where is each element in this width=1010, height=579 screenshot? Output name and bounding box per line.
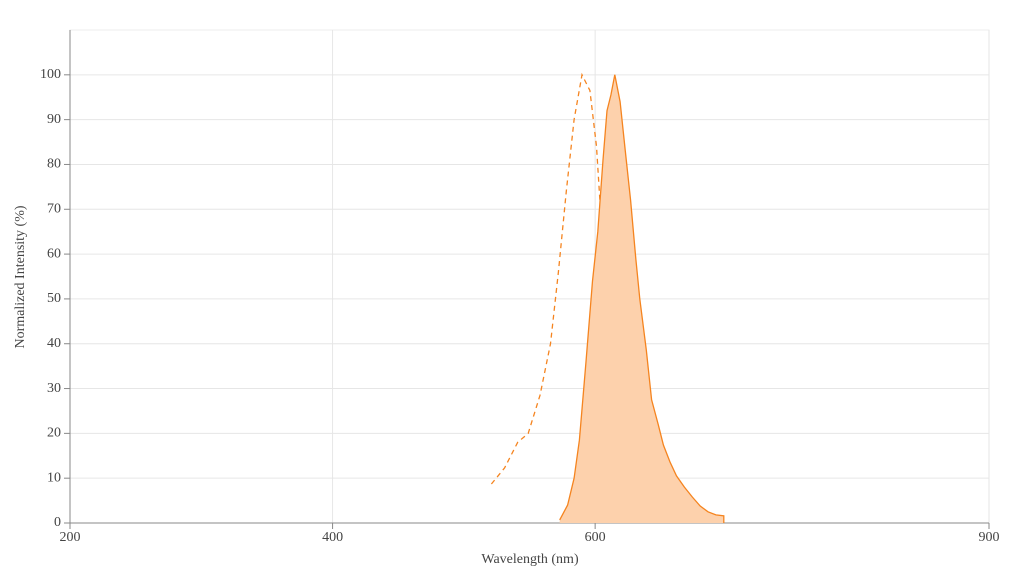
x-tick-label: 900 — [979, 530, 1000, 545]
y-tick-label: 90 — [47, 112, 61, 127]
x-axis-label: Wavelength (nm) — [481, 552, 579, 567]
y-tick-label: 0 — [54, 515, 61, 530]
y-tick-label: 10 — [47, 470, 61, 485]
y-axis-label: Normalized Intensity (%) — [13, 205, 28, 348]
y-tick-label: 80 — [47, 157, 61, 172]
y-tick-label: 60 — [47, 246, 61, 261]
x-tick-label: 600 — [585, 530, 606, 545]
y-tick-label: 100 — [40, 67, 61, 82]
area-fill — [559, 74, 724, 524]
x-tick-label: 400 — [322, 530, 343, 545]
y-tick-label: 40 — [47, 336, 61, 351]
y-tick-label: 70 — [47, 201, 61, 216]
y-tick-label: 20 — [47, 426, 61, 441]
x-tick-label: 200 — [60, 530, 81, 545]
y-tick-label: 30 — [47, 381, 61, 396]
plot-frame — [69, 29, 990, 524]
line — [559, 74, 725, 523]
y-tick-label: 50 — [47, 291, 61, 306]
